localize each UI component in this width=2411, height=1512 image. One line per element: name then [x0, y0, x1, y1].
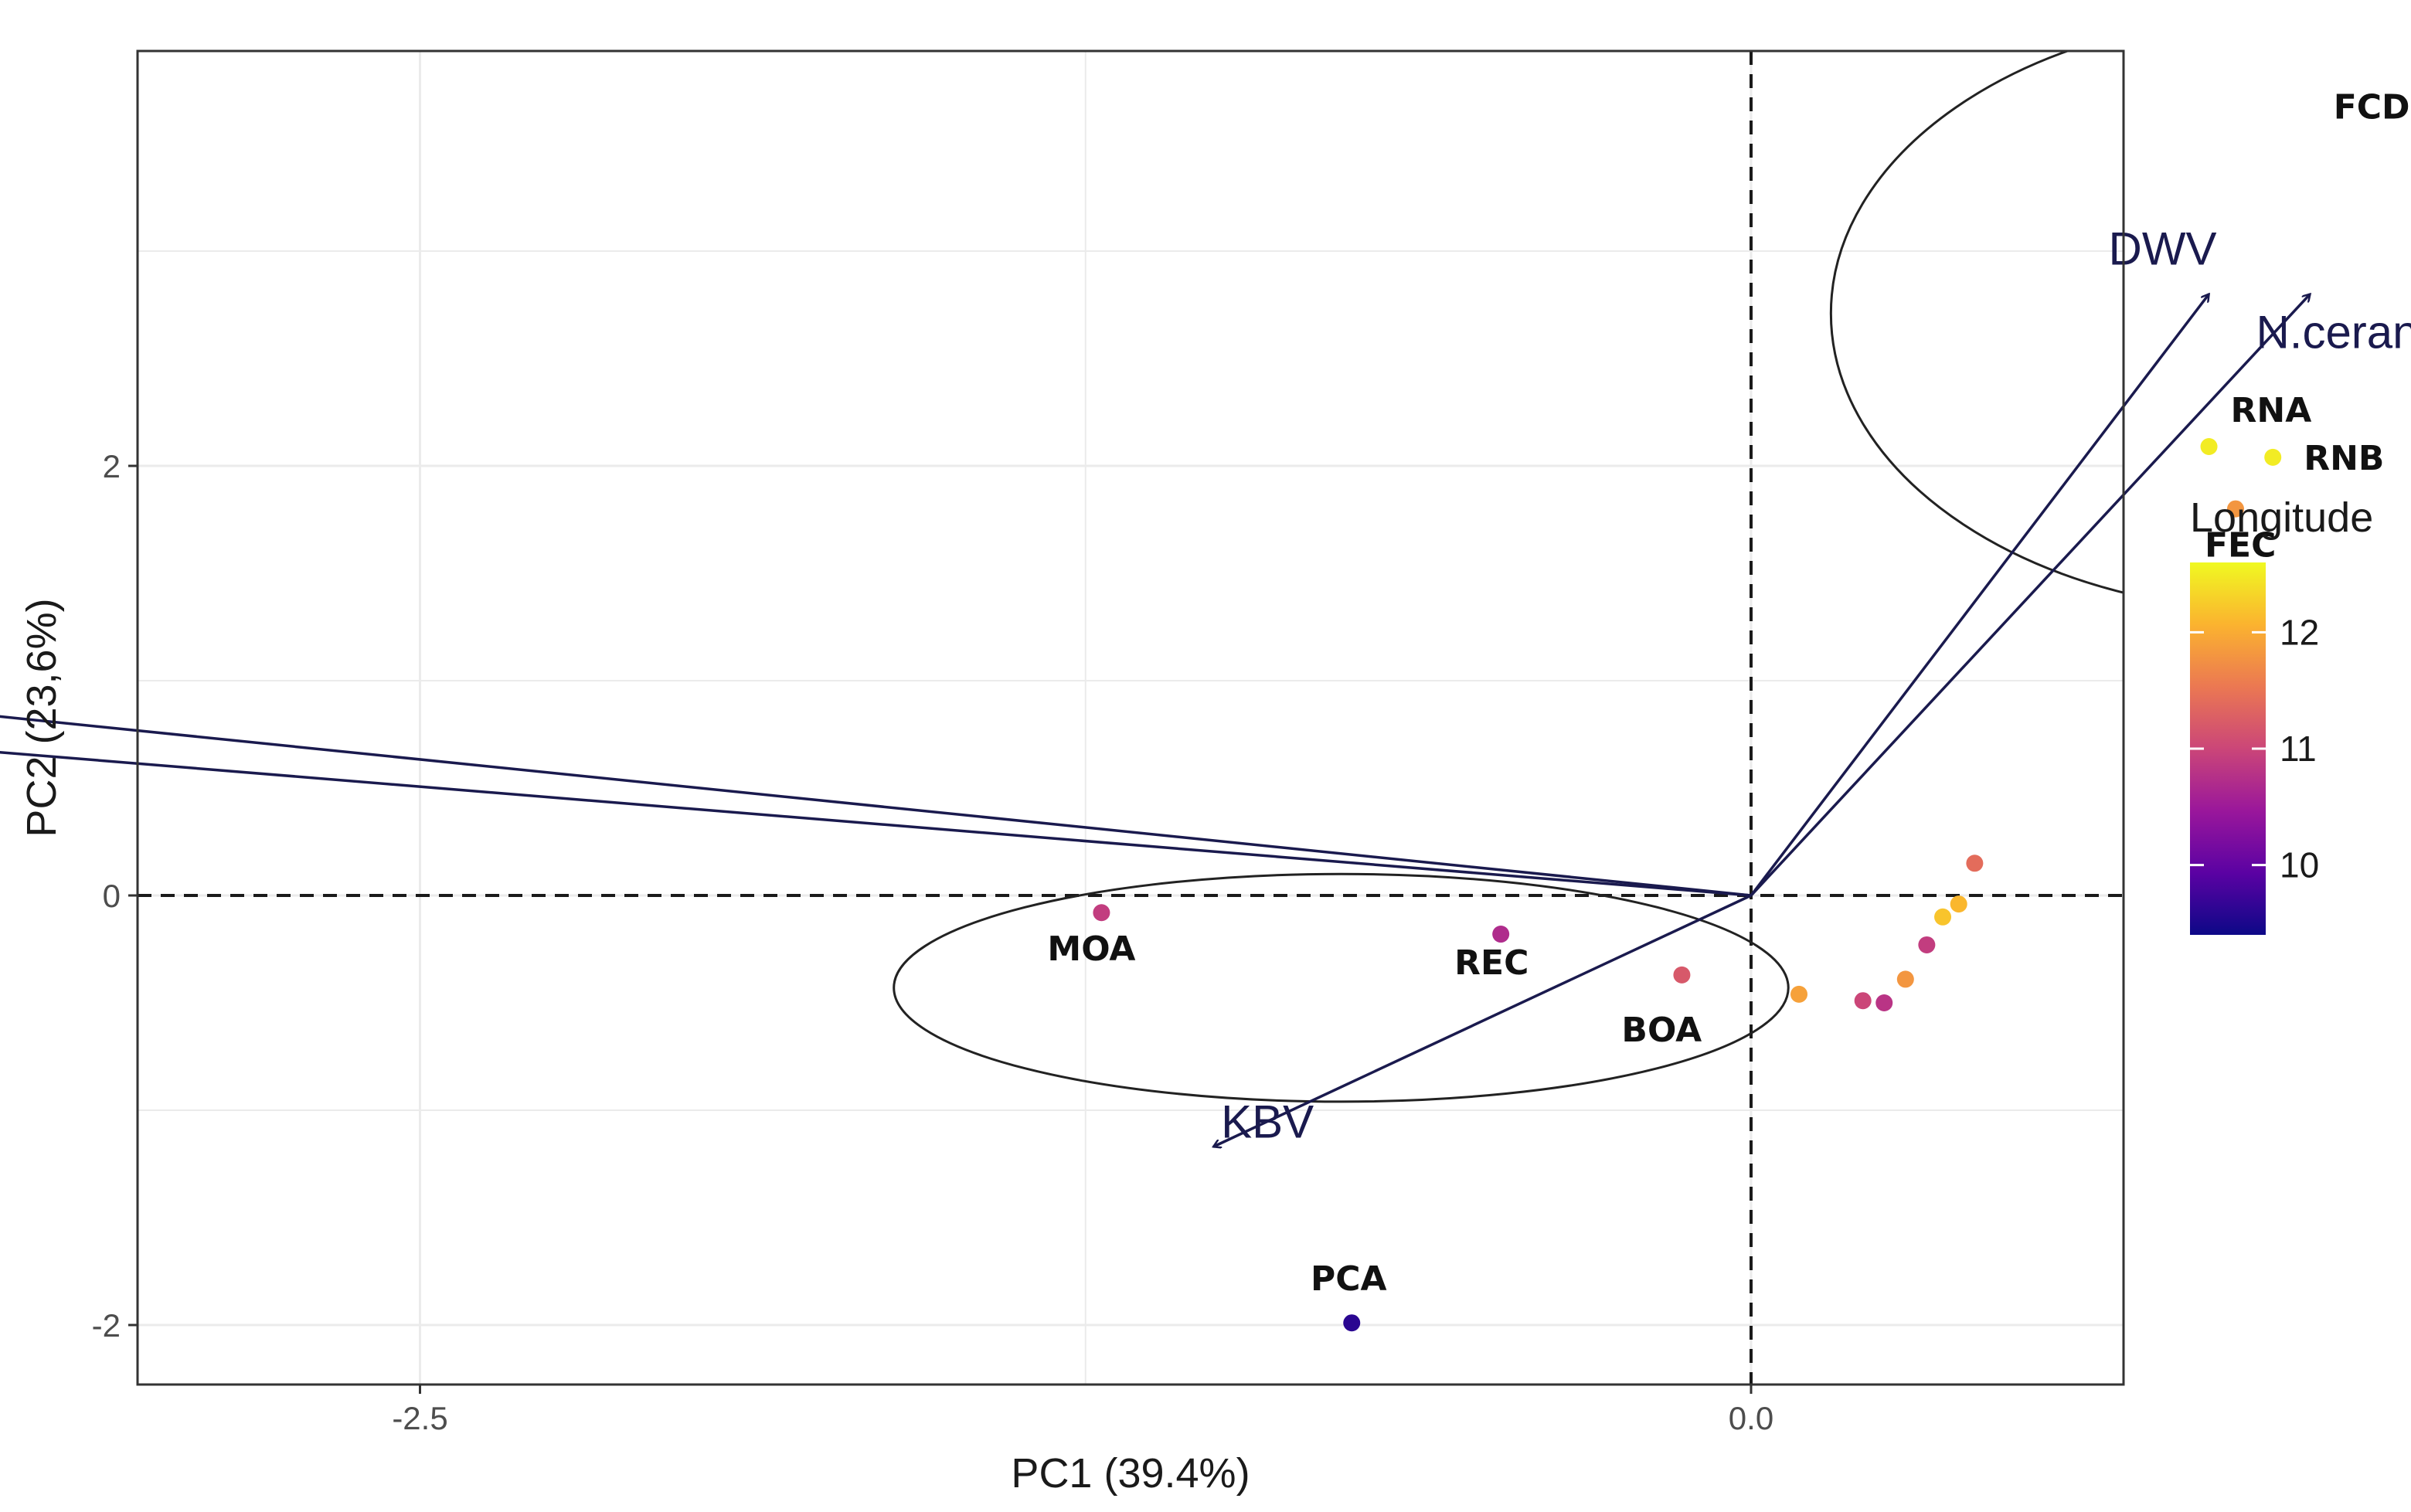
y-tick-label: 2: [103, 448, 121, 484]
loading-arrow-kbv: [1213, 894, 1752, 1147]
data-point: [1896, 970, 1914, 988]
data-point: [1966, 855, 1984, 872]
data-point: [2226, 500, 2244, 518]
loading-arrow-dwv: [1750, 294, 2209, 897]
reference-lines: [138, 51, 2124, 1385]
panel-background: [138, 51, 2124, 1385]
legend-tick-label: 12: [2280, 612, 2319, 652]
point-label: FCD: [2334, 88, 2410, 127]
point-label: PCA: [1311, 1259, 1387, 1299]
y-tick-label: -2: [92, 1307, 121, 1344]
group-ellipse-1: [1830, 51, 2124, 594]
point-label: BOA: [1621, 1011, 1702, 1050]
data-points: FCDRNARNBFECBOBMOARECBOAPCA: [1047, 88, 2410, 1332]
panel-border: [136, 49, 2125, 1386]
data-point: [1673, 966, 1691, 984]
y-axis-title: PC2 (23,6%): [19, 598, 65, 837]
point-label: RNA: [2231, 391, 2312, 430]
data-point: [1934, 908, 1952, 926]
legend-tick-label: 11: [2280, 729, 2317, 769]
data-point: [1093, 904, 1110, 922]
data-point: [1918, 936, 1936, 953]
data-point: [2264, 448, 2282, 466]
legend: Longitude 10 11 12: [2190, 494, 2373, 935]
point-label: MOA: [1047, 929, 1135, 969]
y-tick-label: 0: [103, 878, 121, 914]
x-tick-label: -2.5: [392, 1400, 447, 1436]
data-point: [2200, 437, 2218, 455]
data-point: [1875, 994, 1893, 1011]
loading-label: N.ceranae: [2256, 307, 2411, 358]
data-point: [1854, 992, 1872, 1010]
axes: -7.5-5.0-2.50.0-202: [92, 448, 1774, 1436]
data-point: [1790, 985, 1808, 1003]
data-point: [1950, 895, 1967, 913]
loading-label: DWV: [2109, 223, 2217, 275]
point-label: RNB: [2304, 439, 2384, 478]
data-point: [1492, 926, 1510, 943]
ellipses: [893, 51, 2124, 1103]
group-ellipse-2: [893, 872, 1790, 1103]
legend-tick-label: 10: [2280, 845, 2319, 885]
loading-arrow-abpv: [0, 750, 1752, 897]
loading-label: KBV: [1221, 1096, 1314, 1147]
legend-title: Longitude: [2190, 494, 2373, 541]
data-point: [1343, 1314, 1361, 1332]
loading-arrow-nceranae: [1750, 294, 2310, 897]
point-label: REC: [1454, 943, 1529, 983]
point-label: FEC: [2205, 526, 2276, 566]
x-tick-label: 0.0: [1729, 1400, 1773, 1436]
loading-arrow-cbpv: [0, 715, 1752, 897]
x-axis-title: PC1 (39.4%): [1011, 1450, 1250, 1497]
